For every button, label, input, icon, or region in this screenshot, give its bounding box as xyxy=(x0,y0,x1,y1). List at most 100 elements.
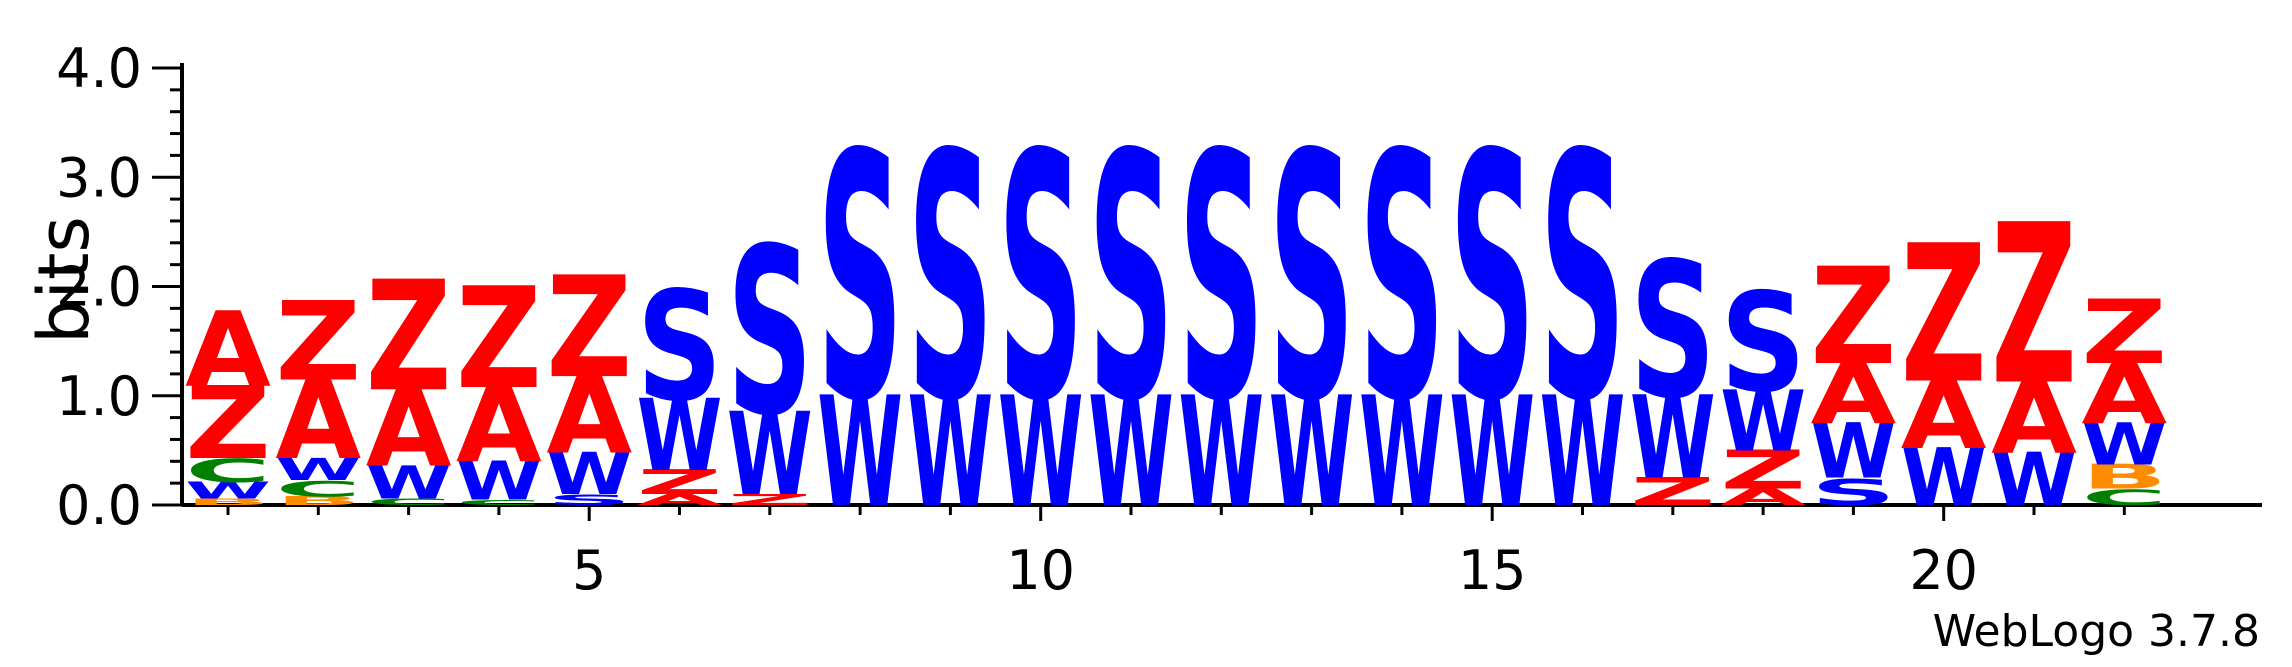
logo-letter-Z: Z xyxy=(727,491,813,509)
logo-letter-glyph: A xyxy=(456,366,542,486)
logo-letter-glyph: W xyxy=(1449,366,1535,542)
logo-letter-glyph: A xyxy=(2081,346,2167,443)
logo-letter-glyph: W xyxy=(727,390,813,522)
logo-letter-C: C xyxy=(2081,485,2167,510)
logo-letter-glyph: W xyxy=(456,450,542,512)
logo-letter-W: W xyxy=(1178,366,1264,542)
logo-letter-W: W xyxy=(817,366,903,542)
logo-letter-A: A xyxy=(1720,484,1806,510)
logo-letter-W: W xyxy=(1720,373,1806,470)
logo-letter-W: W xyxy=(1991,438,2077,523)
logo-letter-glyph: Z xyxy=(185,365,271,482)
x-axis: 5 10 15 20 xyxy=(182,503,2262,602)
logo-letter-S: S xyxy=(1811,472,1897,514)
x-tick-label: 5 xyxy=(572,539,606,602)
logo-letter-S: S xyxy=(1449,83,1535,476)
logo-letter-S: S xyxy=(817,83,903,476)
logo-letter-glyph: W xyxy=(275,452,361,487)
logo-letter-S: S xyxy=(637,260,723,436)
logo-letter-W: W xyxy=(185,478,271,504)
logo-letter-glyph: C xyxy=(366,497,452,507)
logo-letter-W: W xyxy=(1630,374,1716,506)
logo-letter-Z: Z xyxy=(546,246,632,409)
logo-letter-glyph: S xyxy=(1178,83,1264,476)
logo-letter-glyph: S xyxy=(1359,83,1445,476)
logo-letter-Z: Z xyxy=(366,250,452,426)
logo-letter-glyph: Z xyxy=(727,491,813,509)
logo-letter-glyph: S xyxy=(1088,83,1174,476)
logo-letter-W: W xyxy=(546,441,632,508)
y-axis: 0.0 1.0 2.0 3.0 4.0 xyxy=(56,37,184,537)
logo-letter-glyph: W xyxy=(908,366,994,542)
logo-letter-glyph: A xyxy=(637,491,723,509)
logo-letter-glyph: Z xyxy=(2081,283,2167,385)
logo-letter-glyph: A xyxy=(1991,362,2077,476)
logo-letter-S: S xyxy=(1269,83,1355,476)
logo-letter-C: C xyxy=(185,453,271,490)
y-tick-label: 0.0 xyxy=(56,474,142,537)
logo-letter-S: S xyxy=(1720,265,1806,424)
logo-letter-glyph: A xyxy=(1720,484,1806,510)
logo-letter-glyph: S xyxy=(908,83,994,476)
logo-letter-W: W xyxy=(456,450,542,512)
logo-letter-B: B xyxy=(2081,458,2167,497)
logo-letter-A: A xyxy=(2081,346,2167,443)
logo-letter-glyph: W xyxy=(1901,432,1987,524)
logo-letter-A: A xyxy=(456,366,542,486)
logo-letter-glyph: W xyxy=(1359,366,1445,542)
y-tick-label: 3.0 xyxy=(56,146,142,209)
logo-letter-W: W xyxy=(908,366,994,542)
y-tick-label: 1.0 xyxy=(56,365,142,428)
logo-letter-A: A xyxy=(275,357,361,484)
y-tick-label: 2.0 xyxy=(56,256,142,319)
logo-letter-Z: Z xyxy=(1630,470,1716,514)
logo-letter-B: B xyxy=(185,497,271,508)
logo-letter-W: W xyxy=(1088,366,1174,542)
logo-letter-glyph: W xyxy=(1630,374,1716,506)
logo-letter-glyph: W xyxy=(2081,412,2167,479)
logo-letter-A: A xyxy=(546,355,632,479)
logo-letter-Z: Z xyxy=(1720,440,1806,502)
logo-letter-C: C xyxy=(456,498,542,506)
logo-letter-W: W xyxy=(1269,366,1355,542)
logo-letter-W: W xyxy=(366,457,452,510)
x-tick-label: 10 xyxy=(1006,539,1075,602)
logo-letter-glyph: W xyxy=(1720,373,1806,470)
logo-letter-C: C xyxy=(366,497,452,507)
logo-letter-glyph: C xyxy=(456,498,542,506)
logo-letter-glyph: Z xyxy=(546,246,632,409)
y-axis-label: bits xyxy=(23,216,105,344)
logo-letter-S: S xyxy=(1088,83,1174,476)
logo-letter-S: S xyxy=(727,198,813,466)
logo-letter-glyph: A xyxy=(1811,346,1897,443)
x-tick-label: 15 xyxy=(1458,539,1527,602)
logo-letter-glyph: W xyxy=(366,457,452,510)
logo-letter-glyph: B xyxy=(275,494,361,508)
logo-letter-glyph: Z xyxy=(366,250,452,426)
logo-letter-A: A xyxy=(1901,361,1987,471)
logo-letter-Z: Z xyxy=(2081,283,2167,385)
logo-letter-glyph: A xyxy=(185,290,271,410)
logo-letter-glyph: A xyxy=(275,357,361,484)
logo-letter-glyph: W xyxy=(546,441,632,508)
logo-letter-Z: Z xyxy=(1991,178,2077,434)
logo-letter-glyph: S xyxy=(1269,83,1355,476)
logo-letter-glyph: W xyxy=(1540,366,1626,542)
logo-letter-glyph: Z xyxy=(275,278,361,405)
logo-letter-W: W xyxy=(2081,412,2167,479)
logo-letter-W: W xyxy=(727,390,813,522)
logo-letter-Z: Z xyxy=(637,463,723,502)
logo-letter-glyph: Z xyxy=(456,257,542,420)
logo-letter-S: S xyxy=(1540,83,1626,476)
logo-letter-A: A xyxy=(1991,362,2077,476)
logo-letter-Z: Z xyxy=(1811,240,1897,395)
logo-letter-glyph: Z xyxy=(1720,440,1806,502)
logo-letter-W: W xyxy=(1540,366,1626,542)
logo-letter-S: S xyxy=(1630,224,1716,441)
logo-letter-A: A xyxy=(366,368,452,492)
logo-letter-A: A xyxy=(1811,346,1897,443)
logo-letter-glyph: C xyxy=(2081,485,2167,510)
logo-letter-glyph: Z xyxy=(1811,240,1897,395)
